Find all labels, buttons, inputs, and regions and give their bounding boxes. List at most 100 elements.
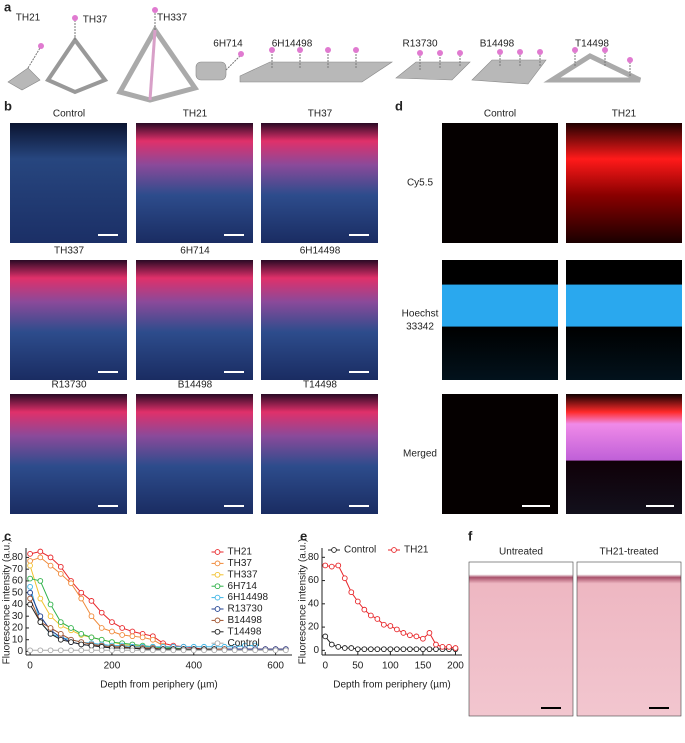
- data-point: [413, 633, 420, 640]
- image-title: TH21: [183, 109, 208, 120]
- data-point: [47, 554, 54, 561]
- row-label: Cy5.5: [407, 178, 434, 189]
- data-point: [283, 647, 289, 654]
- data-point: [374, 646, 381, 653]
- row-label: Merged: [403, 449, 437, 460]
- linker: [225, 55, 241, 71]
- data-point: [88, 634, 95, 641]
- data-point: [150, 636, 156, 643]
- dyes: [417, 47, 633, 63]
- data-point: [335, 644, 342, 650]
- data-point: [394, 626, 400, 633]
- data-point: [98, 609, 105, 616]
- data-point: [407, 632, 413, 639]
- data-point: [400, 630, 407, 636]
- panel-label: c: [4, 528, 11, 543]
- data-point: [37, 554, 44, 561]
- tetrahedron: [116, 25, 200, 103]
- data-point: [139, 634, 146, 641]
- image-title: T14498: [303, 380, 337, 391]
- legend-label: Control: [344, 545, 376, 556]
- column-title: Control: [484, 109, 516, 120]
- data-point: [129, 633, 136, 640]
- data-point: [361, 606, 368, 613]
- microscopy-image: [566, 260, 682, 380]
- x-tick-label: 150: [415, 661, 432, 672]
- legend-label: 6H714: [228, 581, 258, 592]
- data-point: [211, 647, 218, 654]
- data-point: [426, 630, 433, 636]
- data-point: [394, 646, 400, 653]
- data-point: [348, 645, 355, 651]
- legend-marker: [214, 571, 221, 578]
- data-point: [129, 647, 136, 654]
- data-point: [27, 601, 33, 608]
- microscopy-image: [10, 123, 127, 243]
- legend-marker: [214, 583, 221, 590]
- data-point: [420, 635, 426, 642]
- data-point: [109, 619, 115, 625]
- legend-label: Control: [228, 638, 260, 649]
- legend-label: TH337: [228, 569, 258, 580]
- data-point: [439, 644, 446, 650]
- image-title: TH337: [54, 246, 84, 257]
- data-point: [452, 645, 459, 651]
- structure-label: B14498: [480, 39, 515, 50]
- data-point: [57, 619, 64, 625]
- microscopy-image: [261, 123, 378, 243]
- data-point: [68, 580, 74, 587]
- x-tick-label: 200: [104, 661, 121, 672]
- data-point: [68, 647, 74, 654]
- data-point: [47, 562, 54, 569]
- microscopy-image: [136, 123, 253, 243]
- dye: [152, 7, 158, 13]
- y-tick-label: 50: [12, 587, 24, 598]
- image-title: 6H14498: [300, 246, 341, 257]
- microscopy-image: [136, 260, 253, 380]
- data-point: [201, 647, 207, 654]
- y-tick-label: 20: [12, 623, 24, 634]
- data-point: [341, 575, 348, 582]
- y-tick-label: 60: [12, 576, 24, 587]
- microscopy-image: [10, 394, 127, 514]
- column-title: TH21: [612, 109, 637, 120]
- data-point: [341, 645, 348, 651]
- data-point: [47, 601, 54, 608]
- panel-label: e: [300, 528, 307, 543]
- data-point: [27, 575, 33, 582]
- microscopy-image: [442, 394, 558, 514]
- data-point: [354, 646, 361, 653]
- histology-image: [576, 561, 682, 717]
- data-point: [27, 551, 33, 557]
- panel-label: d: [395, 98, 403, 113]
- series-line: [29, 578, 205, 650]
- legend-marker: [214, 549, 221, 555]
- data-point: [252, 647, 259, 654]
- y-axis-title: Fluorescence intensity (a.u.): [298, 539, 309, 665]
- data-point: [88, 613, 95, 620]
- structure-label: R13730: [402, 39, 437, 50]
- microscopy-image: [566, 394, 682, 514]
- tetrahedron: [7, 67, 41, 91]
- data-point: [78, 595, 85, 602]
- data-point: [221, 647, 228, 654]
- data-point: [180, 647, 187, 654]
- structure-label: 6H14498: [272, 39, 313, 50]
- legend-marker: [331, 547, 337, 553]
- data-point: [88, 642, 95, 649]
- data-point: [27, 589, 33, 596]
- data-point: [88, 598, 95, 604]
- data-point: [27, 647, 33, 654]
- data-point: [348, 589, 355, 596]
- data-point: [78, 647, 85, 654]
- legend-label: TH21: [228, 547, 253, 558]
- data-point: [57, 630, 64, 637]
- image-title: TH21-treated: [600, 547, 659, 558]
- data-point: [119, 647, 126, 654]
- data-point: [129, 628, 136, 635]
- histology-image: [468, 561, 574, 717]
- legend-label: B14498: [228, 615, 263, 626]
- data-point: [433, 646, 439, 653]
- y-tick-label: 40: [308, 598, 320, 609]
